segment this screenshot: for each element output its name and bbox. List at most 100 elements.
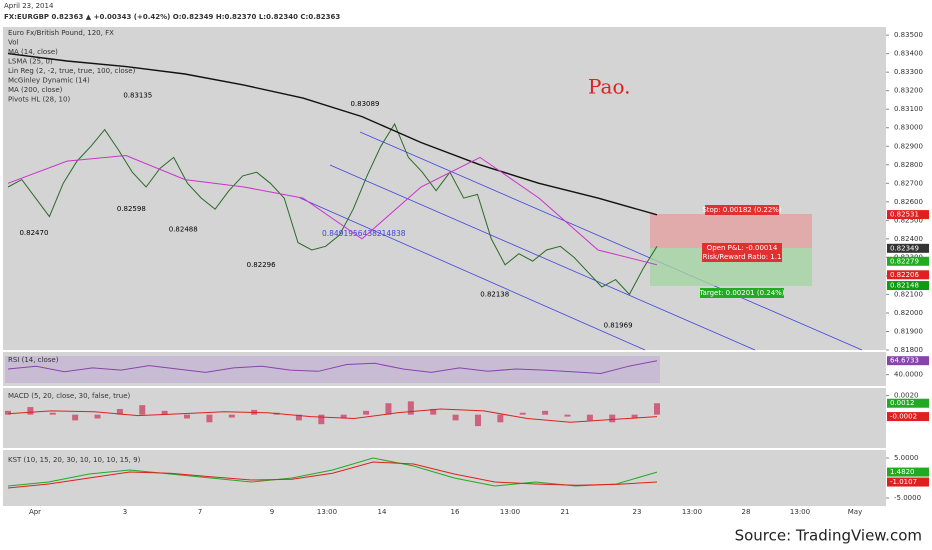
- price-tag: [887, 281, 929, 291]
- pivot-label: 0.81969: [604, 322, 633, 330]
- pivot-label: 0.83135: [123, 92, 152, 100]
- y-tick-label: 0.83100: [894, 105, 923, 113]
- price-tag: [887, 467, 929, 477]
- histogram-bar: [452, 414, 459, 421]
- stop-label: Stop: 0.00182 (0.22%): [702, 206, 782, 214]
- histogram-bar: [586, 414, 593, 421]
- series-line: [7, 122, 658, 296]
- panel-title: MACD (5, 20, close, 30, false, true): [8, 392, 131, 400]
- legend-entry: McGinley Dynamic (14): [8, 77, 90, 85]
- pivot-label: 0.82598: [117, 205, 146, 213]
- price-tag-label: -1.0107: [890, 478, 917, 486]
- panel-title: KST (10, 15, 20, 30, 10, 10, 10, 15, 9): [8, 456, 141, 464]
- legend-entry: Vol: [8, 39, 19, 47]
- price-tag-label: 1.4820: [890, 468, 915, 476]
- symbol-line: FX:EURGBP 0.82363 ▲ +0.00343 (+0.42%) O:…: [4, 13, 340, 21]
- y-tick-label: 0.82400: [894, 235, 923, 243]
- histogram-bar: [340, 414, 347, 419]
- histogram-bar: [139, 405, 146, 415]
- price-tag: [887, 356, 929, 366]
- pnl-box: [702, 243, 782, 262]
- y-tick-label: 0.83400: [894, 50, 923, 58]
- x-tick-label: 16: [451, 508, 460, 516]
- price-tag: [887, 398, 929, 408]
- x-tick-label: 13:00: [790, 508, 810, 516]
- y-tick-label: 0.82100: [894, 290, 923, 298]
- x-tick-label: 3: [123, 508, 127, 516]
- pivot-label: 0.82470: [19, 229, 48, 237]
- price-tag-label: -0.0002: [890, 413, 917, 421]
- x-tick-label: 28: [742, 508, 751, 516]
- y-tick-label: 0.0020: [894, 392, 919, 400]
- y-tick-label: 0.83500: [894, 31, 923, 39]
- histogram-bar: [542, 410, 549, 415]
- price-tag: [887, 477, 929, 487]
- y-tick-label: 0.82500: [894, 216, 923, 224]
- price-tag-label: 0.82206: [890, 271, 919, 279]
- y-tick-label: 0.82000: [894, 309, 923, 317]
- histogram-bar: [564, 414, 571, 417]
- stop-box: [705, 205, 779, 215]
- legend-entry: Lin Reg (2, -2, true, true, 100, close): [8, 67, 136, 75]
- kst-signal: [7, 461, 658, 489]
- price-tag: [887, 412, 929, 422]
- histogram-bar: [27, 407, 34, 415]
- x-tick-label: May: [848, 508, 862, 516]
- y-tick-label: -5.0000: [894, 494, 921, 502]
- macd-panel: [3, 388, 886, 448]
- x-tick-label: 7: [198, 508, 202, 516]
- y-tick-label: 0.83200: [894, 87, 923, 95]
- histogram-bar: [430, 408, 437, 415]
- target-box: [700, 288, 784, 298]
- date: April 23, 2014: [4, 2, 54, 10]
- histogram-bar: [184, 414, 191, 419]
- x-tick-label: Apr: [29, 508, 41, 516]
- histogram-bar: [228, 414, 235, 418]
- x-tick-label: 21: [561, 508, 570, 516]
- y-tick-label: 0.82900: [894, 142, 923, 150]
- histogram-bar: [295, 414, 302, 421]
- stop-zone: [650, 214, 812, 248]
- pivot-label: 0.82488: [169, 226, 198, 234]
- series-line: [7, 52, 658, 216]
- price-tag: [887, 243, 929, 253]
- legend-entry: MA (14, close): [8, 48, 58, 56]
- channel-label: 0.8491956438214838: [322, 229, 406, 238]
- y-tick-label: 40.0000: [894, 371, 923, 379]
- histogram-bar: [654, 403, 660, 415]
- legend-entry: MA (200, close): [8, 86, 63, 94]
- histogram-bar: [94, 414, 101, 419]
- histogram-bar: [161, 410, 168, 415]
- legend-entry: Euro Fx/British Pound, 120, FX: [8, 29, 114, 37]
- histogram-bar: [72, 414, 79, 421]
- price-tag-label: 0.82148: [890, 282, 919, 290]
- rsi-line: [7, 360, 658, 375]
- kst-line: [7, 457, 658, 487]
- kst-panel: [3, 450, 886, 506]
- histogram-bar: [519, 412, 526, 415]
- price-tag: [887, 256, 929, 266]
- annotation: Pao.: [588, 75, 631, 99]
- price-tag: [887, 270, 929, 280]
- panel-title: RSI (14, close): [8, 356, 59, 364]
- y-tick-label: 5.0000: [894, 454, 919, 462]
- ratio-label: Risk/Reward Ratio: 1.1: [703, 253, 782, 261]
- histogram-bar: [631, 414, 638, 419]
- histogram-bar: [474, 414, 481, 427]
- legend-entry: LSMA (25, 0): [8, 58, 53, 66]
- histogram-bar: [609, 414, 616, 423]
- y-tick-label: 0.81800: [894, 346, 923, 354]
- y-tick-label: 0.82800: [894, 161, 923, 169]
- histogram-bar: [49, 412, 56, 415]
- target-label: Target: 0.00201 (0.24%): [698, 289, 784, 297]
- channel: [299, 131, 863, 351]
- x-tick-label: 13:00: [317, 508, 337, 516]
- pivot-label: 0.83089: [350, 100, 379, 108]
- source: Source: TradingView.com: [735, 527, 922, 545]
- histogram-bar: [116, 408, 123, 415]
- rsi-band: [5, 356, 660, 383]
- histogram-bar: [363, 410, 370, 415]
- histogram-bar: [385, 403, 392, 415]
- series-line: [7, 154, 658, 266]
